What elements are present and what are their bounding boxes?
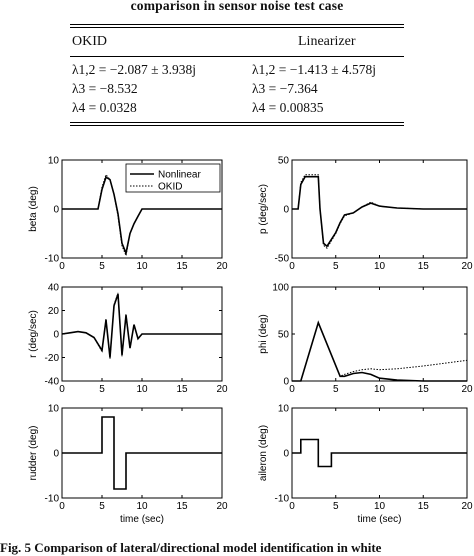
y-tick-label-1-2: 50 [278,156,290,167]
y-tick-label-2-0: -40 [45,377,60,388]
x-tick-label-3-2: 10 [374,384,386,395]
x-tick-label-0-2: 10 [136,261,148,272]
x-axis-label-4: time (sec) [120,514,164,525]
y-axis-label-1: p (deg/sec) [258,184,269,234]
x-tick-label-3-0: 0 [289,384,295,395]
y-axis-label-3: phi (deg) [258,314,269,353]
table-header-okid: OKID [72,34,107,49]
x-tick-label-4-2: 10 [136,501,148,512]
table-cell-r0c1: λ1,2 = −1.413 ± 4.578j [252,62,377,77]
series-line-0-1 [62,173,222,258]
y-axis-label-4: rudder (deg) [28,425,39,480]
y-tick-label-2-4: 40 [48,283,60,294]
series-line-1-0 [292,175,467,248]
y-tick-label-2-1: -20 [45,353,60,364]
y-tick-label-2-2: 0 [53,330,59,341]
table-header-linearizer: Linearizer [298,34,356,49]
y-tick-label-4-0: -10 [45,494,60,505]
y-tick-label-2-3: 20 [48,306,60,317]
x-tick-label-1-4: 20 [461,261,473,272]
y-tick-label-1-1: 0 [283,205,289,216]
y-tick-label-5-2: 10 [278,404,290,415]
x-tick-label-2-1: 5 [99,384,105,395]
series-line-2-1 [61,292,222,359]
y-tick-label-5-1: 0 [283,449,289,460]
x-tick-label-4-0: 0 [59,501,65,512]
y-tick-label-4-1: 0 [53,449,59,460]
figure-caption: Fig. 5 Comparison of lateral/directional… [0,540,382,555]
x-tick-label-0-4: 20 [216,261,228,272]
y-tick-label-1-0: -50 [275,254,290,265]
x-tick-label-1-0: 0 [289,261,295,272]
y-axis-label-2: r (deg/sec) [28,310,39,358]
table-cell-r2c1: λ4 = 0.00835 [252,100,324,115]
series-line-3-1 [292,321,468,382]
y-tick-label-5-0: -10 [275,494,290,505]
y-axis-label-5: aileron (deg) [258,425,269,481]
series-line-3-0 [292,320,467,382]
x-tick-label-4-4: 20 [216,501,228,512]
y-tick-label-3-1: 50 [278,330,290,341]
x-tick-label-2-4: 20 [216,384,228,395]
y-tick-label-3-0: 0 [283,377,289,388]
x-tick-label-5-2: 10 [374,501,386,512]
table-header-rule [70,56,404,57]
table-top-rule-2 [70,27,404,28]
x-tick-label-0-0: 0 [59,261,65,272]
table-bottom-rule [70,122,404,123]
table-caption: comparison in sensor noise test case [130,0,344,13]
y-axis-label-0: beta (deg) [28,186,39,232]
x-tick-label-1-2: 10 [374,261,386,272]
y-tick-label-3-2: 100 [272,283,289,294]
legend-label-1: OKID [158,182,182,193]
table-top-rule [70,24,404,25]
x-tick-label-3-4: 20 [461,384,473,395]
x-tick-label-5-4: 20 [461,501,473,512]
x-tick-label-3-1: 5 [333,384,339,395]
x-tick-label-5-1: 5 [333,501,339,512]
x-tick-label-2-3: 15 [176,384,188,395]
x-tick-label-2-0: 0 [59,384,65,395]
x-tick-label-1-1: 5 [333,261,339,272]
table-cell-r2c0: λ4 = 0.0328 [72,100,137,115]
y-tick-label-0-1: 0 [53,205,59,216]
series-line-5-0 [292,438,467,468]
table-bottom-rule-2 [70,125,404,126]
series-line-4-0 [62,416,222,490]
x-tick-label-1-3: 15 [418,261,430,272]
x-tick-label-5-3: 15 [418,501,430,512]
legend-label-0: Nonlinear [158,170,201,181]
y-tick-label-0-2: 10 [48,156,60,167]
table-cell-r0c0: λ1,2 = −2.087 ± 3.938j [72,62,197,77]
x-tick-label-0-3: 15 [176,261,188,272]
plot-frame-3 [291,286,468,382]
x-tick-label-3-3: 15 [418,384,430,395]
x-tick-label-5-0: 0 [289,501,295,512]
x-tick-label-2-2: 10 [136,384,148,395]
table-cell-r1c1: λ3 = −7.364 [252,81,318,96]
series-line-2-0 [61,293,222,358]
y-tick-label-0-0: -10 [45,254,60,265]
series-line-1-1 [292,174,467,249]
table-cell-r1c0: λ3 = −8.532 [72,81,138,96]
legend-box [125,163,221,193]
x-tick-label-0-1: 5 [99,261,105,272]
x-tick-label-4-1: 5 [99,501,105,512]
y-tick-label-4-2: 10 [48,404,60,415]
x-axis-label-5: time (sec) [358,514,402,525]
x-tick-label-4-3: 15 [176,501,188,512]
